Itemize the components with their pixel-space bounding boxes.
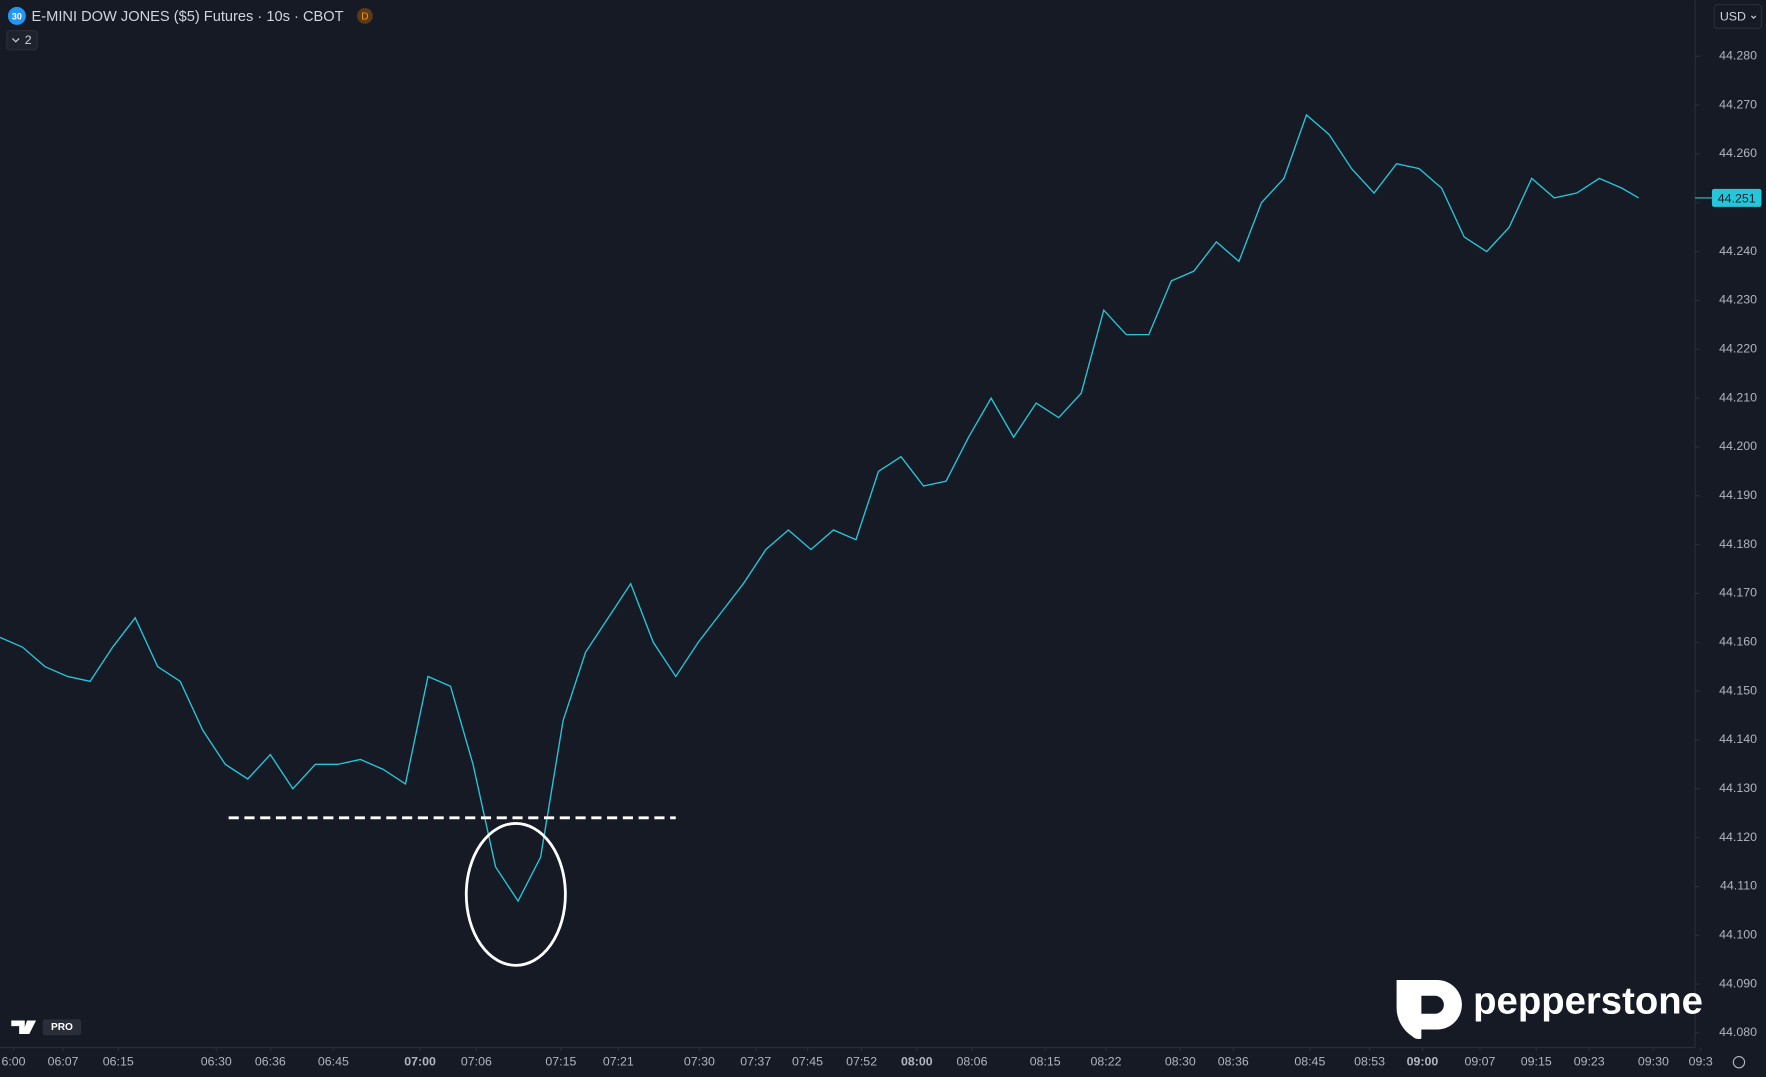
- x-tick-label: 07:30: [684, 1054, 715, 1068]
- y-tick-label: 44.120: [1719, 830, 1757, 844]
- y-tick-label: 44.140: [1719, 732, 1757, 746]
- last-price-box: [1711, 188, 1762, 207]
- y-tick-label: 44.080: [1719, 1025, 1757, 1039]
- x-tick-label: 08:53: [1354, 1054, 1385, 1068]
- x-tick-label: 06:30: [201, 1054, 232, 1068]
- y-tick-label: 44.270: [1719, 97, 1757, 111]
- y-tick-label: 44.100: [1719, 928, 1757, 942]
- x-tick-label: 08:30: [1165, 1054, 1196, 1068]
- plot-area: [0, 113, 1640, 903]
- x-tick-label: 09:30: [1638, 1054, 1669, 1068]
- settings-icon[interactable]: [1732, 1056, 1746, 1069]
- currency: USD: [1720, 9, 1746, 23]
- x-tick-label: 06:15: [103, 1054, 134, 1068]
- currency-button[interactable]: [1713, 4, 1763, 29]
- tv-badge: PRO: [51, 1022, 73, 1033]
- y-tick-label: 44.130: [1719, 781, 1757, 795]
- exchange-badge: D: [361, 12, 368, 23]
- x-tick-label: 07:52: [846, 1054, 877, 1068]
- x-tick-label: 09:3: [1689, 1054, 1713, 1068]
- x-tick-label: 07:06: [461, 1054, 492, 1068]
- y-tick-label: 44.200: [1719, 439, 1757, 453]
- price-line: [0, 113, 1640, 903]
- x-tick-label: 09:07: [1464, 1054, 1495, 1068]
- pro-box: [42, 1019, 82, 1036]
- y-tick-label: 44.210: [1719, 390, 1757, 404]
- x-tick-label: 08:00: [901, 1054, 933, 1068]
- y-tick-label: 44.260: [1719, 146, 1757, 160]
- x-tick-label: 09:23: [1574, 1054, 1605, 1068]
- exchange-icon: [357, 8, 373, 24]
- y-tick-label: 44.220: [1719, 342, 1757, 356]
- x-tick-label: 08:45: [1294, 1054, 1325, 1068]
- x-tick-label: 07:21: [603, 1054, 634, 1068]
- x-tick-label: 08:15: [1030, 1054, 1061, 1068]
- watermark-text: pepperstone: [1473, 980, 1703, 1023]
- indicator-count: 2: [25, 33, 32, 47]
- y-tick-label: 44.230: [1719, 293, 1757, 307]
- watermark-logo-cut: [1421, 995, 1444, 1014]
- symbol-badge: 30: [12, 11, 22, 21]
- y-tick-label: 44.090: [1719, 976, 1757, 990]
- x-tick-label: 09:00: [1407, 1054, 1439, 1068]
- last-price-label: 44.251: [1718, 191, 1756, 205]
- symbol-icon[interactable]: [7, 6, 26, 25]
- x-tick-label: 07:45: [792, 1054, 823, 1068]
- x-tick-label: 08:36: [1218, 1054, 1249, 1068]
- chart-title[interactable]: E-MINI DOW JONES ($5) Futures · 10s · CB…: [32, 9, 344, 25]
- x-tick-label: 07:37: [740, 1054, 771, 1068]
- y-tick-label: 44.170: [1719, 586, 1757, 600]
- x-tick-label: 07:00: [404, 1054, 436, 1068]
- x-tick-label: 08:22: [1091, 1054, 1122, 1068]
- tv-logo: PRO: [11, 1019, 82, 1036]
- x-tick-label: 06:07: [48, 1054, 79, 1068]
- chevron: [1750, 15, 1757, 19]
- watermark: pepperstone: [1396, 980, 1703, 1039]
- chevron: [11, 38, 20, 43]
- x-tick-label: 08:06: [956, 1054, 987, 1068]
- x-tick-label: 09:15: [1521, 1054, 1552, 1068]
- y-tick-label: 44.110: [1720, 879, 1757, 893]
- tv-mark: [11, 1020, 37, 1035]
- y-tick-label: 44.280: [1719, 49, 1757, 63]
- y-tick-label: 44.240: [1719, 244, 1757, 258]
- x-tick-label: 07:15: [545, 1054, 576, 1068]
- x-tick-label: 6:00: [1, 1054, 25, 1068]
- y-tick-label: 44.160: [1719, 635, 1757, 649]
- highlight-ellipse: [464, 822, 567, 967]
- x-tick-label: 06:36: [255, 1054, 286, 1068]
- y-tick-label: 44.190: [1719, 488, 1757, 502]
- y-tick-label: 44.150: [1719, 683, 1757, 697]
- indicator-toggle[interactable]: [6, 29, 38, 51]
- y-tick-label: 44.180: [1719, 537, 1757, 551]
- x-tick-label: 06:45: [318, 1054, 349, 1068]
